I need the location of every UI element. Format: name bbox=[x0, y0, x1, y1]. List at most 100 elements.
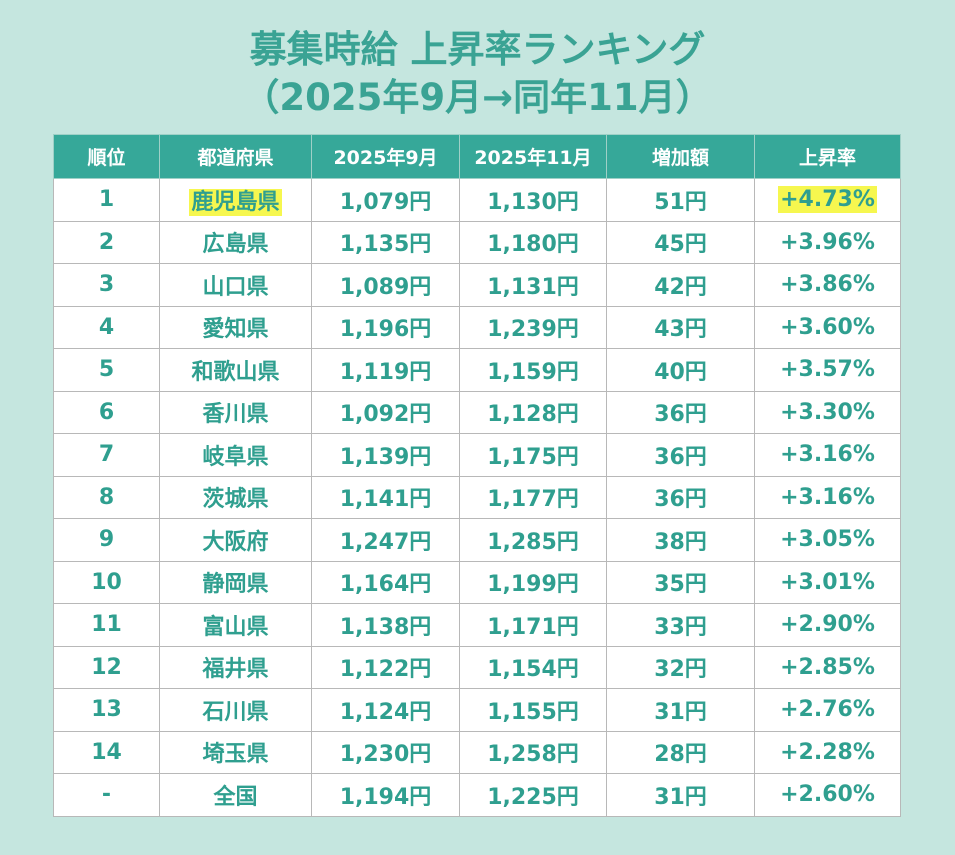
sep-wage-cell: 1,138円 bbox=[311, 603, 460, 647]
sep-wage-cell: 1,139円 bbox=[311, 433, 460, 477]
rate-cell: +4.73% bbox=[754, 178, 901, 222]
rank-cell: 13 bbox=[53, 688, 160, 732]
header-sep-2025: 2025年9月 bbox=[311, 134, 460, 179]
chart-title: 募集時給 上昇率ランキング （2025年9月→同年11月） bbox=[0, 26, 955, 122]
nov-wage-cell: 1,239円 bbox=[459, 305, 607, 349]
rank-cell: 12 bbox=[53, 645, 160, 689]
increase-cell: 33円 bbox=[606, 603, 755, 647]
prefecture-cell: 愛知県 bbox=[159, 305, 312, 349]
nov-wage-cell: 1,128円 bbox=[459, 390, 607, 434]
rate-cell: +2.60% bbox=[754, 773, 901, 817]
increase-cell: 43円 bbox=[606, 305, 755, 349]
nov-wage-cell: 1,171円 bbox=[459, 603, 607, 647]
rate-cell: +3.57% bbox=[754, 348, 901, 392]
rate-cell: +3.05% bbox=[754, 518, 901, 562]
rank-cell: 7 bbox=[53, 433, 160, 477]
increase-cell: 45円 bbox=[606, 220, 755, 264]
increase-cell: 31円 bbox=[606, 688, 755, 732]
nov-wage-cell: 1,130円 bbox=[459, 178, 607, 222]
highlighted-value: +4.73% bbox=[778, 186, 877, 214]
rate-cell: +3.60% bbox=[754, 305, 901, 349]
rate-cell: +3.30% bbox=[754, 390, 901, 434]
prefecture-cell: 和歌山県 bbox=[159, 348, 312, 392]
table-row: 1 鹿児島県 1,079円 1,130円 51円 +4.73% bbox=[53, 178, 901, 222]
header-nov-2025: 2025年11月 bbox=[459, 134, 607, 179]
rank-cell: 2 bbox=[53, 220, 160, 264]
increase-cell: 38円 bbox=[606, 518, 755, 562]
rank-cell: 6 bbox=[53, 390, 160, 434]
increase-cell: 42円 bbox=[606, 263, 755, 307]
title-line-1: 募集時給 上昇率ランキング bbox=[249, 28, 706, 71]
prefecture-cell: 富山県 bbox=[159, 603, 312, 647]
table-row: - 全国 1,194円 1,225円 31円 +2.60% bbox=[53, 773, 901, 817]
sep-wage-cell: 1,079円 bbox=[311, 178, 460, 222]
table-row: 10 静岡県 1,164円 1,199円 35円 +3.01% bbox=[53, 560, 901, 604]
rank-cell: 4 bbox=[53, 305, 160, 349]
increase-cell: 40円 bbox=[606, 348, 755, 392]
prefecture-cell: 鹿児島県 bbox=[159, 178, 312, 222]
increase-cell: 35円 bbox=[606, 560, 755, 604]
nov-wage-cell: 1,155円 bbox=[459, 688, 607, 732]
header-rate: 上昇率 bbox=[754, 134, 901, 179]
rate-cell: +3.01% bbox=[754, 560, 901, 604]
prefecture-cell: 石川県 bbox=[159, 688, 312, 732]
nov-wage-cell: 1,285円 bbox=[459, 518, 607, 562]
sep-wage-cell: 1,122円 bbox=[311, 645, 460, 689]
prefecture-cell: 大阪府 bbox=[159, 518, 312, 562]
highlighted-value: 鹿児島県 bbox=[189, 188, 282, 216]
nov-wage-cell: 1,175円 bbox=[459, 433, 607, 477]
header-rank: 順位 bbox=[53, 134, 160, 179]
rate-cell: +2.85% bbox=[754, 645, 901, 689]
increase-cell: 31円 bbox=[606, 773, 755, 817]
header-prefecture: 都道府県 bbox=[159, 134, 312, 179]
sep-wage-cell: 1,135円 bbox=[311, 220, 460, 264]
nov-wage-cell: 1,177円 bbox=[459, 475, 607, 519]
prefecture-cell: 茨城県 bbox=[159, 475, 312, 519]
sep-wage-cell: 1,119円 bbox=[311, 348, 460, 392]
sep-wage-cell: 1,141円 bbox=[311, 475, 460, 519]
nov-wage-cell: 1,180円 bbox=[459, 220, 607, 264]
sep-wage-cell: 1,194円 bbox=[311, 773, 460, 817]
prefecture-cell: 静岡県 bbox=[159, 560, 312, 604]
rank-cell: 9 bbox=[53, 518, 160, 562]
increase-cell: 28円 bbox=[606, 730, 755, 774]
title-line-2: （2025年9月→同年11月） bbox=[242, 76, 713, 119]
rate-cell: +3.86% bbox=[754, 263, 901, 307]
ranking-table: 順位 都道府県 2025年9月 2025年11月 増加額 上昇率 1 鹿児島県 1,… bbox=[53, 134, 901, 817]
sep-wage-cell: 1,089円 bbox=[311, 263, 460, 307]
sep-wage-cell: 1,164円 bbox=[311, 560, 460, 604]
sep-wage-cell: 1,092円 bbox=[311, 390, 460, 434]
nov-wage-cell: 1,225円 bbox=[459, 773, 607, 817]
increase-cell: 32円 bbox=[606, 645, 755, 689]
nov-wage-cell: 1,154円 bbox=[459, 645, 607, 689]
rate-cell: +2.76% bbox=[754, 688, 901, 732]
table-row: 7 岐阜県 1,139円 1,175円 36円 +3.16% bbox=[53, 433, 901, 477]
nov-wage-cell: 1,258円 bbox=[459, 730, 607, 774]
header-increase: 増加額 bbox=[606, 134, 755, 179]
table-body: 1 鹿児島県 1,079円 1,130円 51円 +4.73% 2 広島県 1,135円 1,18… bbox=[53, 178, 901, 817]
table-row: 8 茨城県 1,141円 1,177円 36円 +3.16% bbox=[53, 475, 901, 519]
rate-cell: +3.16% bbox=[754, 433, 901, 477]
table-header-row: 順位 都道府県 2025年9月 2025年11月 増加額 上昇率 bbox=[53, 134, 901, 179]
rank-cell: 1 bbox=[53, 178, 160, 222]
sep-wage-cell: 1,196円 bbox=[311, 305, 460, 349]
rank-cell: 10 bbox=[53, 560, 160, 604]
rate-cell: +2.28% bbox=[754, 730, 901, 774]
rate-cell: +3.16% bbox=[754, 475, 901, 519]
prefecture-cell: 全国 bbox=[159, 773, 312, 817]
table-row: 14 埼玉県 1,230円 1,258円 28円 +2.28% bbox=[53, 730, 901, 774]
rank-cell: - bbox=[53, 773, 160, 817]
rank-cell: 8 bbox=[53, 475, 160, 519]
nov-wage-cell: 1,199円 bbox=[459, 560, 607, 604]
rank-cell: 3 bbox=[53, 263, 160, 307]
table-row: 4 愛知県 1,196円 1,239円 43円 +3.60% bbox=[53, 305, 901, 349]
prefecture-cell: 埼玉県 bbox=[159, 730, 312, 774]
prefecture-cell: 広島県 bbox=[159, 220, 312, 264]
rate-cell: +2.90% bbox=[754, 603, 901, 647]
table-row: 3 山口県 1,089円 1,131円 42円 +3.86% bbox=[53, 263, 901, 307]
nov-wage-cell: 1,159円 bbox=[459, 348, 607, 392]
sep-wage-cell: 1,230円 bbox=[311, 730, 460, 774]
table-row: 13 石川県 1,124円 1,155円 31円 +2.76% bbox=[53, 688, 901, 732]
rank-cell: 11 bbox=[53, 603, 160, 647]
nov-wage-cell: 1,131円 bbox=[459, 263, 607, 307]
